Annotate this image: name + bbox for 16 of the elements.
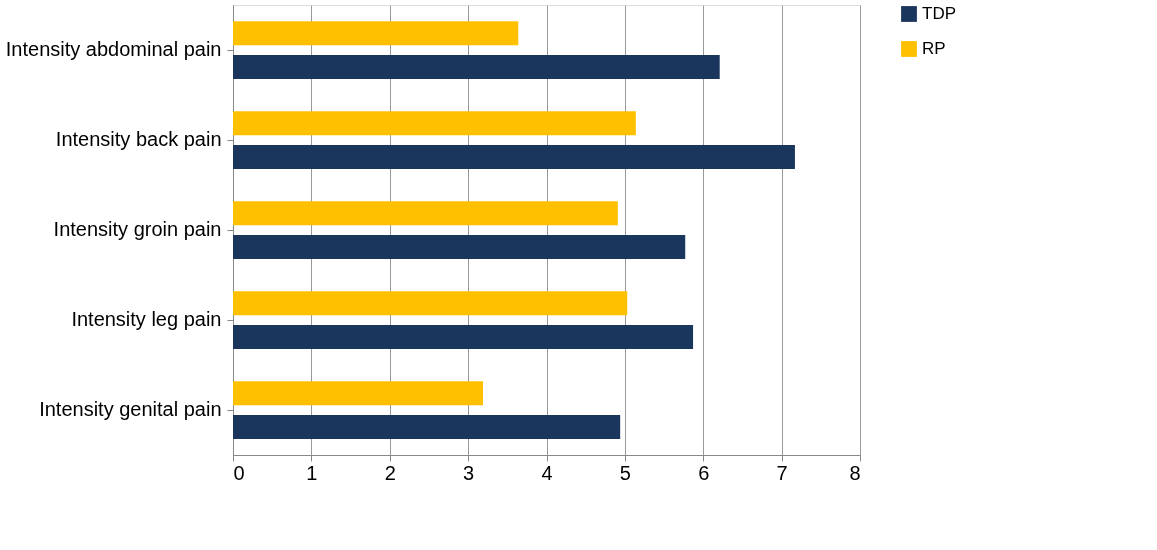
y-tick-label: Intensity back pain — [55, 128, 222, 150]
y-tick-label: Intensity abdominal pain — [5, 38, 222, 60]
x-tick-label: 2 — [384, 461, 396, 484]
x-tick-label: 6 — [698, 461, 710, 484]
x-tick-label: 1 — [306, 461, 318, 484]
x-tick-label: 5 — [619, 461, 631, 484]
x-tick-label: 7 — [776, 461, 788, 484]
x-tick-label: 0 — [233, 461, 245, 484]
x-tick-label: 4 — [541, 461, 553, 484]
y-tick-label: Intensity genital pain — [39, 398, 222, 420]
legend-label: RP — [922, 39, 946, 58]
legend-label: TDP — [922, 4, 956, 23]
x-tick-label: 3 — [463, 461, 475, 484]
x-tick-label: 8 — [849, 461, 861, 484]
y-tick-label: Intensity groin pain — [53, 218, 222, 240]
y-tick-label: Intensity leg pain — [71, 308, 222, 330]
